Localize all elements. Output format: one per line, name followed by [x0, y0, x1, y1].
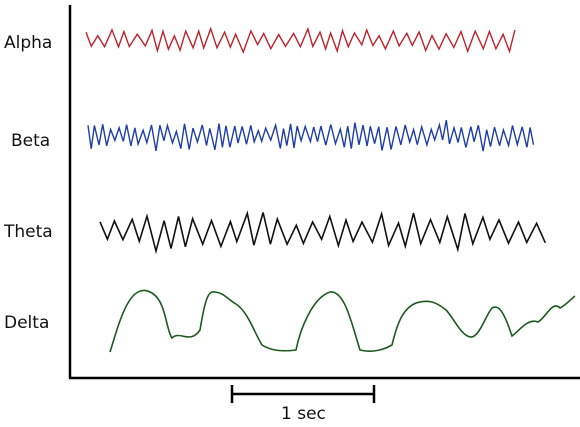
time-scale-bar [230, 385, 376, 403]
beta-wave [87, 119, 535, 152]
alpha-wave [85, 26, 516, 55]
beta-label: Beta [11, 131, 51, 151]
theta-wave [99, 210, 547, 255]
alpha-label: Alpha [4, 33, 53, 53]
scale-bar-label: 1 sec [281, 404, 326, 424]
delta-label: Delta [4, 313, 50, 333]
delta-wave [109, 289, 576, 353]
theta-label: Theta [4, 222, 53, 242]
